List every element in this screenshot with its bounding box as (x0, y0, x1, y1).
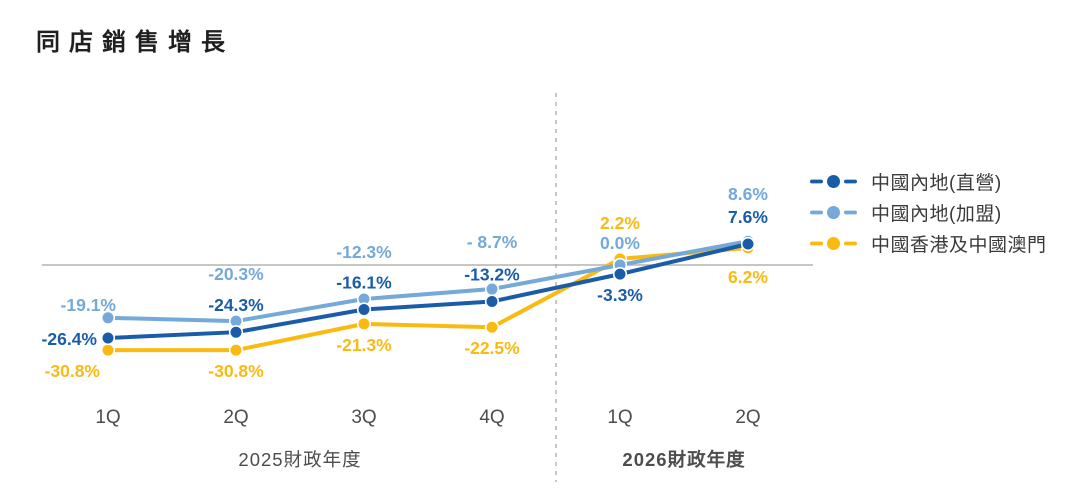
value-label-2-5: 6.2% (728, 267, 768, 287)
value-label-0-2: -16.1% (336, 273, 392, 293)
value-label-2-4: 2.2% (600, 213, 640, 233)
x-tick-label: 1Q (95, 407, 120, 428)
value-label-1-2: -12.3% (336, 242, 392, 262)
legend-label: 中國內地(加盟) (871, 204, 1002, 225)
value-label-2-3: -22.5% (464, 338, 520, 358)
value-label-0-5: 7.6% (728, 207, 768, 227)
legend-item-2: 中國香港及中國澳門 (810, 234, 1047, 256)
data-point-2-2 (356, 316, 372, 331)
x-tick-label: 2Q (735, 407, 760, 428)
fiscal-year-label-1: 2026財政年度 (622, 449, 745, 470)
legend-marker-icon (810, 206, 857, 219)
legend-marker-icon (810, 175, 857, 188)
x-tick-label: 1Q (607, 407, 632, 428)
x-tick-label: 3Q (351, 407, 376, 428)
value-label-1-4: 0.0% (600, 233, 640, 253)
fiscal-year-label-0: 2025財政年度 (238, 449, 361, 470)
value-label-0-0: -26.4% (42, 329, 98, 349)
series-line-1 (106, 239, 750, 324)
value-label-1-1: -20.3% (208, 264, 264, 284)
data-point-2-3 (484, 320, 500, 335)
legend-label: 中國內地(直營) (871, 173, 1002, 194)
value-label-0-1: -24.3% (208, 295, 264, 315)
data-point-1-0 (100, 310, 116, 325)
value-label-0-3: -13.2% (464, 264, 520, 284)
data-point-0-4 (612, 267, 628, 282)
value-label-2-2: -21.3% (336, 335, 392, 355)
value-label-1-0: -19.1% (61, 295, 117, 315)
series-line-0 (106, 241, 750, 340)
x-tick-label: 2Q (223, 407, 248, 428)
value-label-0-4: -3.3% (597, 285, 643, 305)
x-tick-label: 4Q (479, 407, 504, 428)
data-point-1-3 (484, 281, 500, 297)
data-point-0-1 (228, 325, 244, 340)
legend-item-1: 中國內地(加盟) (810, 203, 1047, 225)
chart-legend: 中國內地(直營) 中國內地(加盟) 中國香港及中國澳門 (810, 172, 1047, 256)
value-label-1-5: 8.6% (728, 184, 768, 204)
series-line-2 (106, 245, 750, 353)
data-point-0-2 (356, 302, 372, 317)
legend-label: 中國香港及中國澳門 (871, 235, 1047, 256)
chart-title: 同店銷售增長 (36, 29, 234, 56)
data-point-0-0 (100, 330, 116, 346)
legend-marker-icon (810, 237, 857, 250)
legend-item-0: 中國內地(直營) (810, 172, 1047, 194)
data-point-2-0 (100, 343, 116, 358)
value-label-2-1: -30.8% (208, 361, 264, 381)
data-point-0-5 (740, 236, 756, 252)
data-point-2-1 (228, 343, 244, 358)
value-label-1-3: - 8.7% (467, 232, 518, 252)
data-point-0-3 (484, 294, 500, 309)
value-label-2-0: -30.8% (45, 361, 101, 381)
